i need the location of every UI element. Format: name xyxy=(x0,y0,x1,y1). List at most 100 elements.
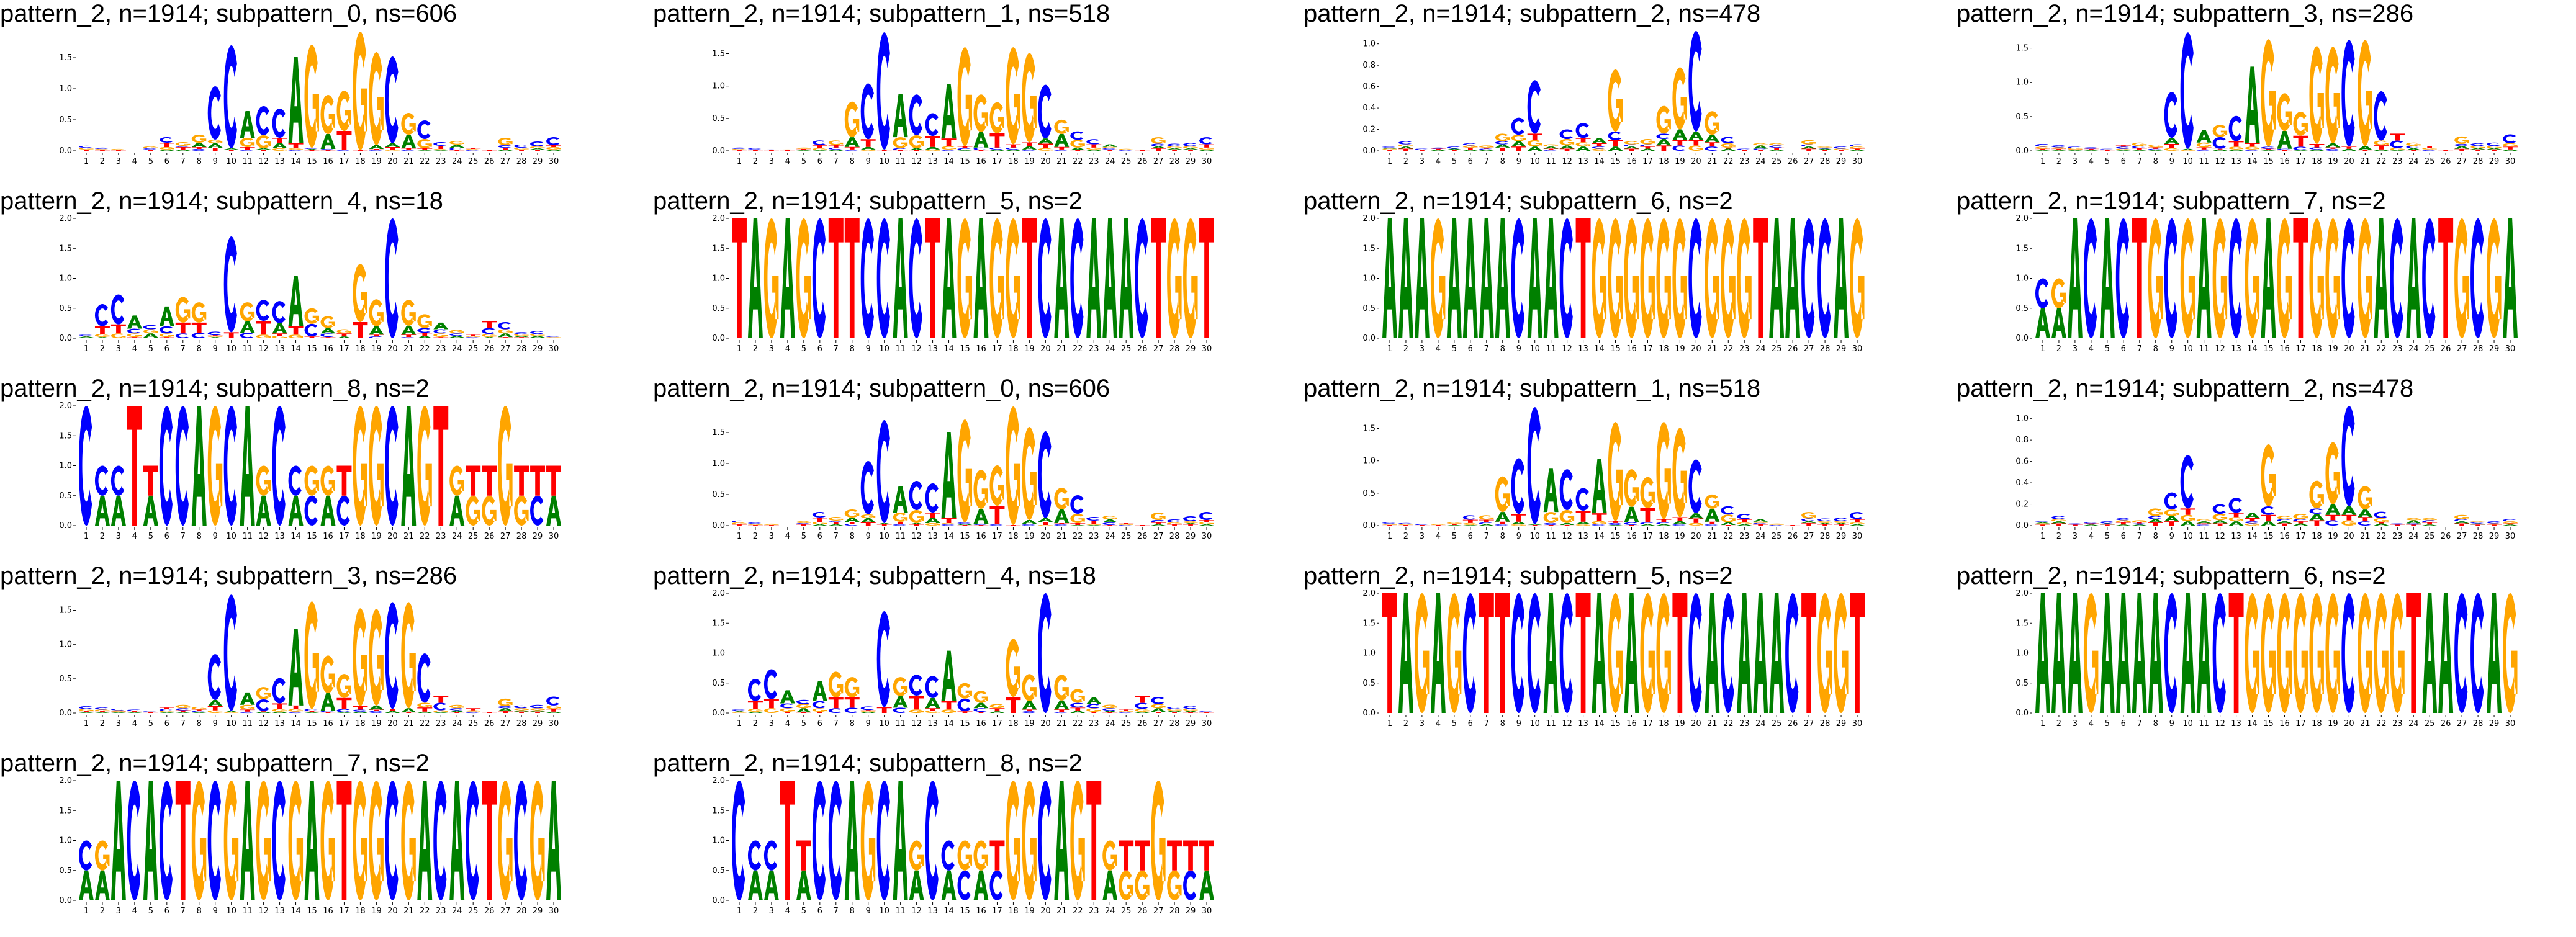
logo-letter-T xyxy=(1801,522,1817,526)
logo-letter-A xyxy=(2228,521,2244,526)
x-tick-label: 1 xyxy=(84,719,89,729)
logo-letter-G xyxy=(1183,709,1198,711)
logo-letter-C xyxy=(2487,142,2500,146)
logo-letter-C xyxy=(2390,140,2403,148)
logo-letter-G xyxy=(272,148,287,151)
logo-letter-T xyxy=(256,150,271,151)
logo-letter-A xyxy=(288,57,304,143)
logo-letter-C xyxy=(159,709,173,711)
logo-letter-A xyxy=(2503,218,2518,338)
logo-letter-A xyxy=(1430,593,1446,713)
logo-letter-G xyxy=(1817,593,1832,713)
logo-letter-C xyxy=(2099,148,2114,150)
logo-letter-T xyxy=(2454,148,2470,151)
x-tick-label: 30 xyxy=(549,344,559,354)
logo-letter-G xyxy=(2487,218,2502,338)
logo-letter-G xyxy=(385,150,400,151)
logo-letter-A xyxy=(240,406,255,526)
logo-letter-G xyxy=(2503,593,2518,713)
y-tick-label: 1.0 xyxy=(59,274,72,284)
x-tick-label: 22 xyxy=(1073,719,1083,729)
logo-plot: 0.00.20.40.60.81.01 2 3 4 5 6 7 8 9 10 11 12 13 14 15 1… xyxy=(1362,31,1865,166)
x-tick-label: 21 xyxy=(1707,157,1718,166)
logo-letter-T xyxy=(1086,712,1102,713)
logo-letter-G xyxy=(369,299,384,326)
x-tick-label: 28 xyxy=(1820,344,1831,354)
logo-letter-G xyxy=(1801,512,1816,519)
logo-letter-C xyxy=(893,524,906,526)
logo-letter-T xyxy=(2470,149,2486,151)
logo-letter-C xyxy=(2503,519,2516,522)
logo-letter-C xyxy=(1817,218,1831,338)
logo-letter-A xyxy=(498,333,513,338)
x-tick-label: 11 xyxy=(2199,157,2209,166)
y-tick-label: 0.0 xyxy=(1362,146,1376,156)
panel-title: pattern_2, n=1914; subpattern_3, ns=286 xyxy=(0,562,457,590)
y-tick-label: 0.5 xyxy=(712,114,725,123)
logo-letter-C xyxy=(1721,506,1734,515)
x-tick-label: 12 xyxy=(911,719,922,729)
logo-letter-T xyxy=(1430,524,1446,526)
logo-panel: 0.0 0.5 1.0 1.5 2.0 1 2 3 4 5 6 7 8 9 10 11 12 13 14 15 16 17… xyxy=(1957,187,2576,375)
logo-letter-C xyxy=(957,870,971,900)
x-tick-label: 10 xyxy=(879,907,889,916)
x-tick-label: 8 xyxy=(850,344,855,354)
logo-letter-T xyxy=(530,150,546,151)
logo-letter-A xyxy=(828,524,844,526)
logo-letter-T xyxy=(2341,514,2357,521)
logo-letter-G xyxy=(763,708,779,713)
x-tick-label: 3 xyxy=(769,157,774,166)
logo-letter-T xyxy=(1559,524,1575,526)
logo-letter-G xyxy=(925,149,940,151)
logo-letter-G xyxy=(159,147,174,150)
logo-letter-G xyxy=(1119,148,1133,150)
logo-letter-T xyxy=(159,143,174,147)
y-tick-label: 1.5 xyxy=(59,53,72,63)
x-tick-label: 20 xyxy=(2344,344,2354,354)
x-tick-label: 29 xyxy=(533,344,543,354)
x-tick-label: 25 xyxy=(468,907,479,916)
x-tick-label: 23 xyxy=(2392,532,2403,541)
x-tick-label: 24 xyxy=(452,719,462,729)
x-tick-label: 17 xyxy=(992,157,1002,166)
logo-letter-C xyxy=(1151,696,1164,704)
logo-letter-A xyxy=(973,132,989,148)
logo-letter-C xyxy=(1511,117,1524,135)
logo-letter-T xyxy=(546,709,561,712)
logo-letter-T xyxy=(973,712,989,713)
y-tick-label: 0.8 xyxy=(1362,61,1376,70)
logo-letter-G xyxy=(1183,146,1198,148)
logo-letter-C xyxy=(336,709,350,712)
y-tick-label: 0.5 xyxy=(2015,679,2029,688)
y-tick-label: 1.0 xyxy=(712,82,725,91)
logo-letter-G xyxy=(530,708,545,711)
x-tick-label: 1 xyxy=(1387,344,1392,354)
logo-letter-A xyxy=(876,523,892,524)
logo-panel: 0.0 0.5 1.0 1.5 1 2 3 4 5 6 7 8 9 10 11 12 13 14 15 16 17 18 1… xyxy=(0,562,646,750)
logo-letter-T xyxy=(304,150,320,151)
x-tick-label: 22 xyxy=(420,344,430,354)
logo-letter-A xyxy=(2099,593,2115,713)
logo-letter-C xyxy=(1167,707,1181,709)
x-tick-label: 5 xyxy=(2105,532,2110,541)
x-tick-label: 28 xyxy=(2473,719,2484,729)
x-tick-label: 15 xyxy=(960,532,970,541)
logo-letter-T xyxy=(449,150,465,151)
logo-letter-G xyxy=(1070,781,1085,900)
logo-letter-T xyxy=(812,145,827,148)
logo-letter-C xyxy=(304,323,318,337)
logo-letter-T xyxy=(2325,147,2341,149)
logo-letter-C xyxy=(747,678,762,701)
logo-letter-G xyxy=(336,91,351,131)
logo-letter-T xyxy=(288,326,304,335)
logo-letter-T xyxy=(369,149,384,150)
logo-letter-T xyxy=(175,710,191,712)
x-tick-label: 16 xyxy=(323,719,333,729)
logo-letter-G xyxy=(353,32,367,151)
logo-letter-T xyxy=(844,218,860,338)
logo-letter-T xyxy=(175,781,191,900)
x-tick-label: 29 xyxy=(1186,532,1196,541)
x-tick-label: 13 xyxy=(927,907,938,916)
logo-letter-C xyxy=(2035,278,2049,308)
x-tick-label: 25 xyxy=(468,157,479,166)
